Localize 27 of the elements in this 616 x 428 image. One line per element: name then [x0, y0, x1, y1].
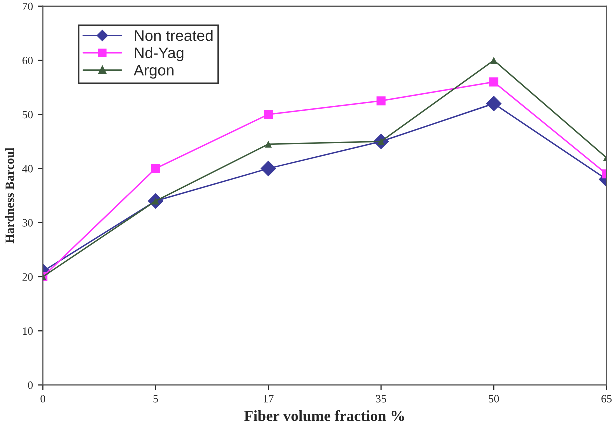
point	[264, 110, 274, 120]
point	[490, 78, 499, 87]
point	[265, 140, 272, 148]
y-tick-label: 40	[22, 165, 33, 173]
point	[260, 160, 276, 177]
y-tick-label: 50	[22, 111, 33, 119]
legend-label: Non treated	[135, 30, 213, 42]
y-tick-label: 10	[23, 328, 33, 336]
y-tick-label: 70	[23, 2, 33, 10]
x-tick-label: 5	[154, 395, 158, 403]
x-tick-label: 65	[602, 395, 612, 403]
point	[376, 96, 386, 106]
x-tick-label: 17	[264, 395, 274, 403]
point	[486, 96, 502, 112]
y-tick-label: 30	[22, 219, 33, 227]
x-axis-title: Fiber volume fraction %	[244, 410, 404, 422]
y-tick-label: 20	[22, 273, 33, 281]
point	[490, 57, 498, 64]
point	[151, 164, 160, 174]
legend-label: Nd-Yag	[135, 47, 184, 62]
y-tick-label: 60	[22, 57, 33, 64]
x-tick-label: 35	[376, 395, 386, 403]
y-axis-title: Hardness Barcoul	[5, 148, 14, 244]
legend-label: Argon	[134, 65, 174, 79]
y-tick-label: 0	[28, 382, 33, 390]
x-tick-label: 0	[40, 395, 46, 403]
x-tick-label: 50	[489, 395, 500, 403]
